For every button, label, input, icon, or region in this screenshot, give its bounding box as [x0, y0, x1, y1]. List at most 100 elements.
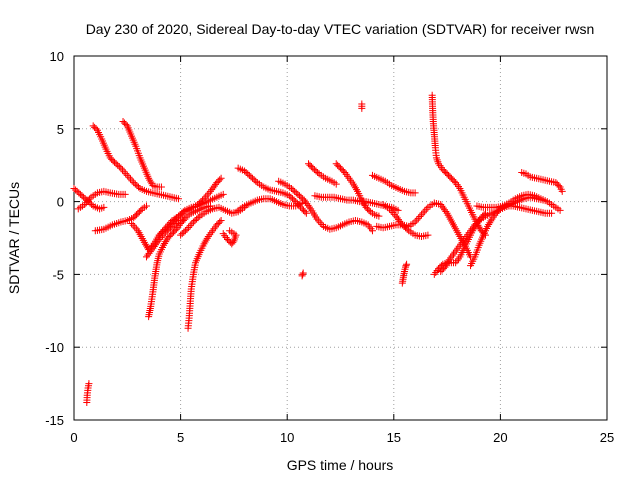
- data-point: [89, 122, 97, 130]
- data-point: [78, 192, 86, 200]
- data-point: [403, 260, 411, 268]
- data-point: [249, 174, 257, 182]
- data-point: [169, 228, 177, 236]
- data-point: [339, 167, 347, 175]
- data-point: [224, 235, 232, 243]
- series-arc-11: [184, 217, 225, 332]
- x-tick-label: 0: [70, 430, 77, 445]
- data-point: [119, 166, 127, 174]
- data-point: [165, 233, 173, 241]
- data-point: [338, 166, 346, 174]
- series-arc-15: [234, 195, 306, 214]
- data-point: [85, 195, 93, 203]
- data-point: [375, 212, 383, 220]
- data-point: [214, 219, 222, 227]
- series-arc-25: [398, 260, 411, 287]
- data-point: [394, 206, 402, 214]
- data-point: [106, 154, 114, 162]
- data-point: [247, 173, 255, 181]
- data-point: [447, 174, 455, 182]
- data-point: [171, 227, 179, 235]
- data-point: [176, 211, 184, 219]
- data-point: [474, 218, 482, 226]
- series-arc-03: [74, 187, 129, 213]
- data-point: [158, 232, 166, 240]
- data-point: [443, 259, 451, 267]
- data-point: [193, 215, 201, 223]
- data-point: [358, 100, 366, 108]
- series-arc-17: [305, 160, 340, 188]
- data-point: [140, 238, 148, 246]
- data-point: [142, 202, 150, 210]
- data-point: [387, 207, 395, 215]
- data-point: [216, 218, 224, 226]
- data-point: [386, 205, 394, 213]
- data-point: [449, 176, 457, 184]
- y-tick-label: -5: [52, 267, 64, 282]
- data-point: [131, 223, 139, 231]
- data-point: [332, 160, 340, 168]
- data-point: [487, 217, 495, 225]
- data-point: [128, 219, 136, 227]
- series-arc-21: [298, 269, 307, 280]
- data-point: [202, 236, 210, 244]
- data-point: [84, 197, 92, 205]
- data-point: [441, 263, 449, 271]
- data-point: [444, 258, 452, 266]
- data-point: [305, 160, 313, 168]
- data-point: [165, 225, 173, 233]
- data-point: [186, 222, 194, 230]
- data-point: [135, 208, 143, 216]
- data-point: [108, 155, 116, 163]
- x-axis-title: GPS time / hours: [287, 457, 394, 473]
- data-point: [351, 184, 359, 192]
- data-point: [310, 166, 318, 174]
- data-point: [318, 221, 326, 229]
- data-point: [133, 211, 141, 219]
- data-point: [450, 177, 458, 185]
- data-point: [191, 217, 199, 225]
- series-arc-08: [145, 215, 189, 321]
- data-point: [205, 189, 213, 197]
- data-point: [213, 179, 221, 187]
- data-point: [422, 205, 430, 213]
- data-point: [414, 214, 422, 222]
- data-point: [299, 195, 307, 203]
- data-point: [553, 180, 561, 188]
- data-point: [297, 193, 305, 201]
- data-point: [100, 203, 108, 211]
- data-point: [131, 212, 139, 220]
- data-point: [442, 261, 450, 269]
- data-point: [242, 168, 250, 176]
- y-axis-title: SDTVAR / TECUs: [6, 182, 22, 294]
- data-point: [214, 177, 222, 185]
- data-point: [134, 183, 142, 191]
- y-tick-label: -15: [45, 413, 64, 428]
- data-point: [180, 228, 188, 236]
- data-point: [445, 171, 453, 179]
- data-point: [411, 218, 419, 226]
- data-point: [365, 206, 373, 214]
- data-point: [485, 221, 493, 229]
- data-point: [314, 168, 322, 176]
- data-point: [147, 178, 155, 186]
- data-point: [203, 234, 211, 242]
- axis-ticks: [73, 55, 608, 421]
- data-point: [75, 189, 83, 197]
- series-arc-14: [234, 164, 310, 217]
- data-point: [291, 187, 299, 195]
- data-point: [471, 221, 479, 229]
- data-point: [174, 195, 182, 203]
- series-arc-01: [83, 380, 93, 407]
- data-point: [80, 193, 88, 201]
- data-point: [302, 209, 310, 217]
- series-arc-05: [119, 118, 165, 191]
- data-point: [145, 174, 153, 182]
- data-point: [334, 161, 342, 169]
- data-point: [181, 227, 189, 235]
- data-point: [556, 206, 564, 214]
- data-point: [203, 191, 211, 199]
- data-point: [81, 201, 89, 209]
